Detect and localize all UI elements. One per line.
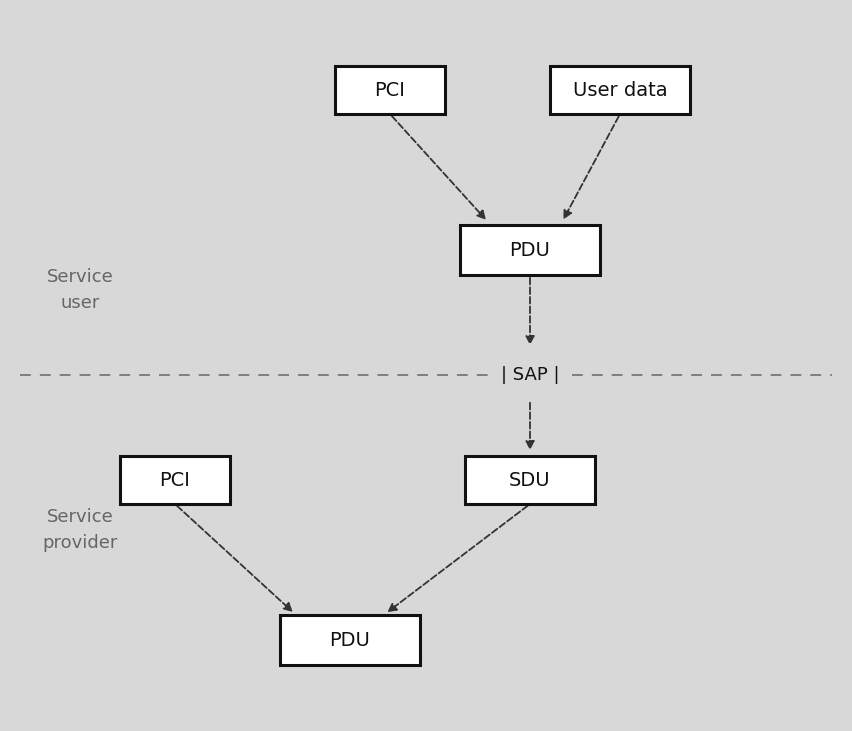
FancyBboxPatch shape	[280, 615, 420, 665]
Text: PDU: PDU	[330, 631, 371, 650]
Text: Service
provider: Service provider	[43, 509, 118, 551]
Text: PCI: PCI	[159, 471, 191, 490]
Text: SDU: SDU	[509, 471, 550, 490]
FancyBboxPatch shape	[120, 456, 230, 504]
Text: PCI: PCI	[375, 80, 406, 99]
Text: | SAP |: | SAP |	[501, 366, 559, 384]
FancyBboxPatch shape	[460, 225, 600, 275]
Text: User data: User data	[573, 80, 667, 99]
FancyBboxPatch shape	[550, 66, 690, 114]
Text: PDU: PDU	[509, 240, 550, 260]
Text: Service
user: Service user	[47, 268, 113, 311]
FancyBboxPatch shape	[335, 66, 445, 114]
FancyBboxPatch shape	[465, 456, 595, 504]
